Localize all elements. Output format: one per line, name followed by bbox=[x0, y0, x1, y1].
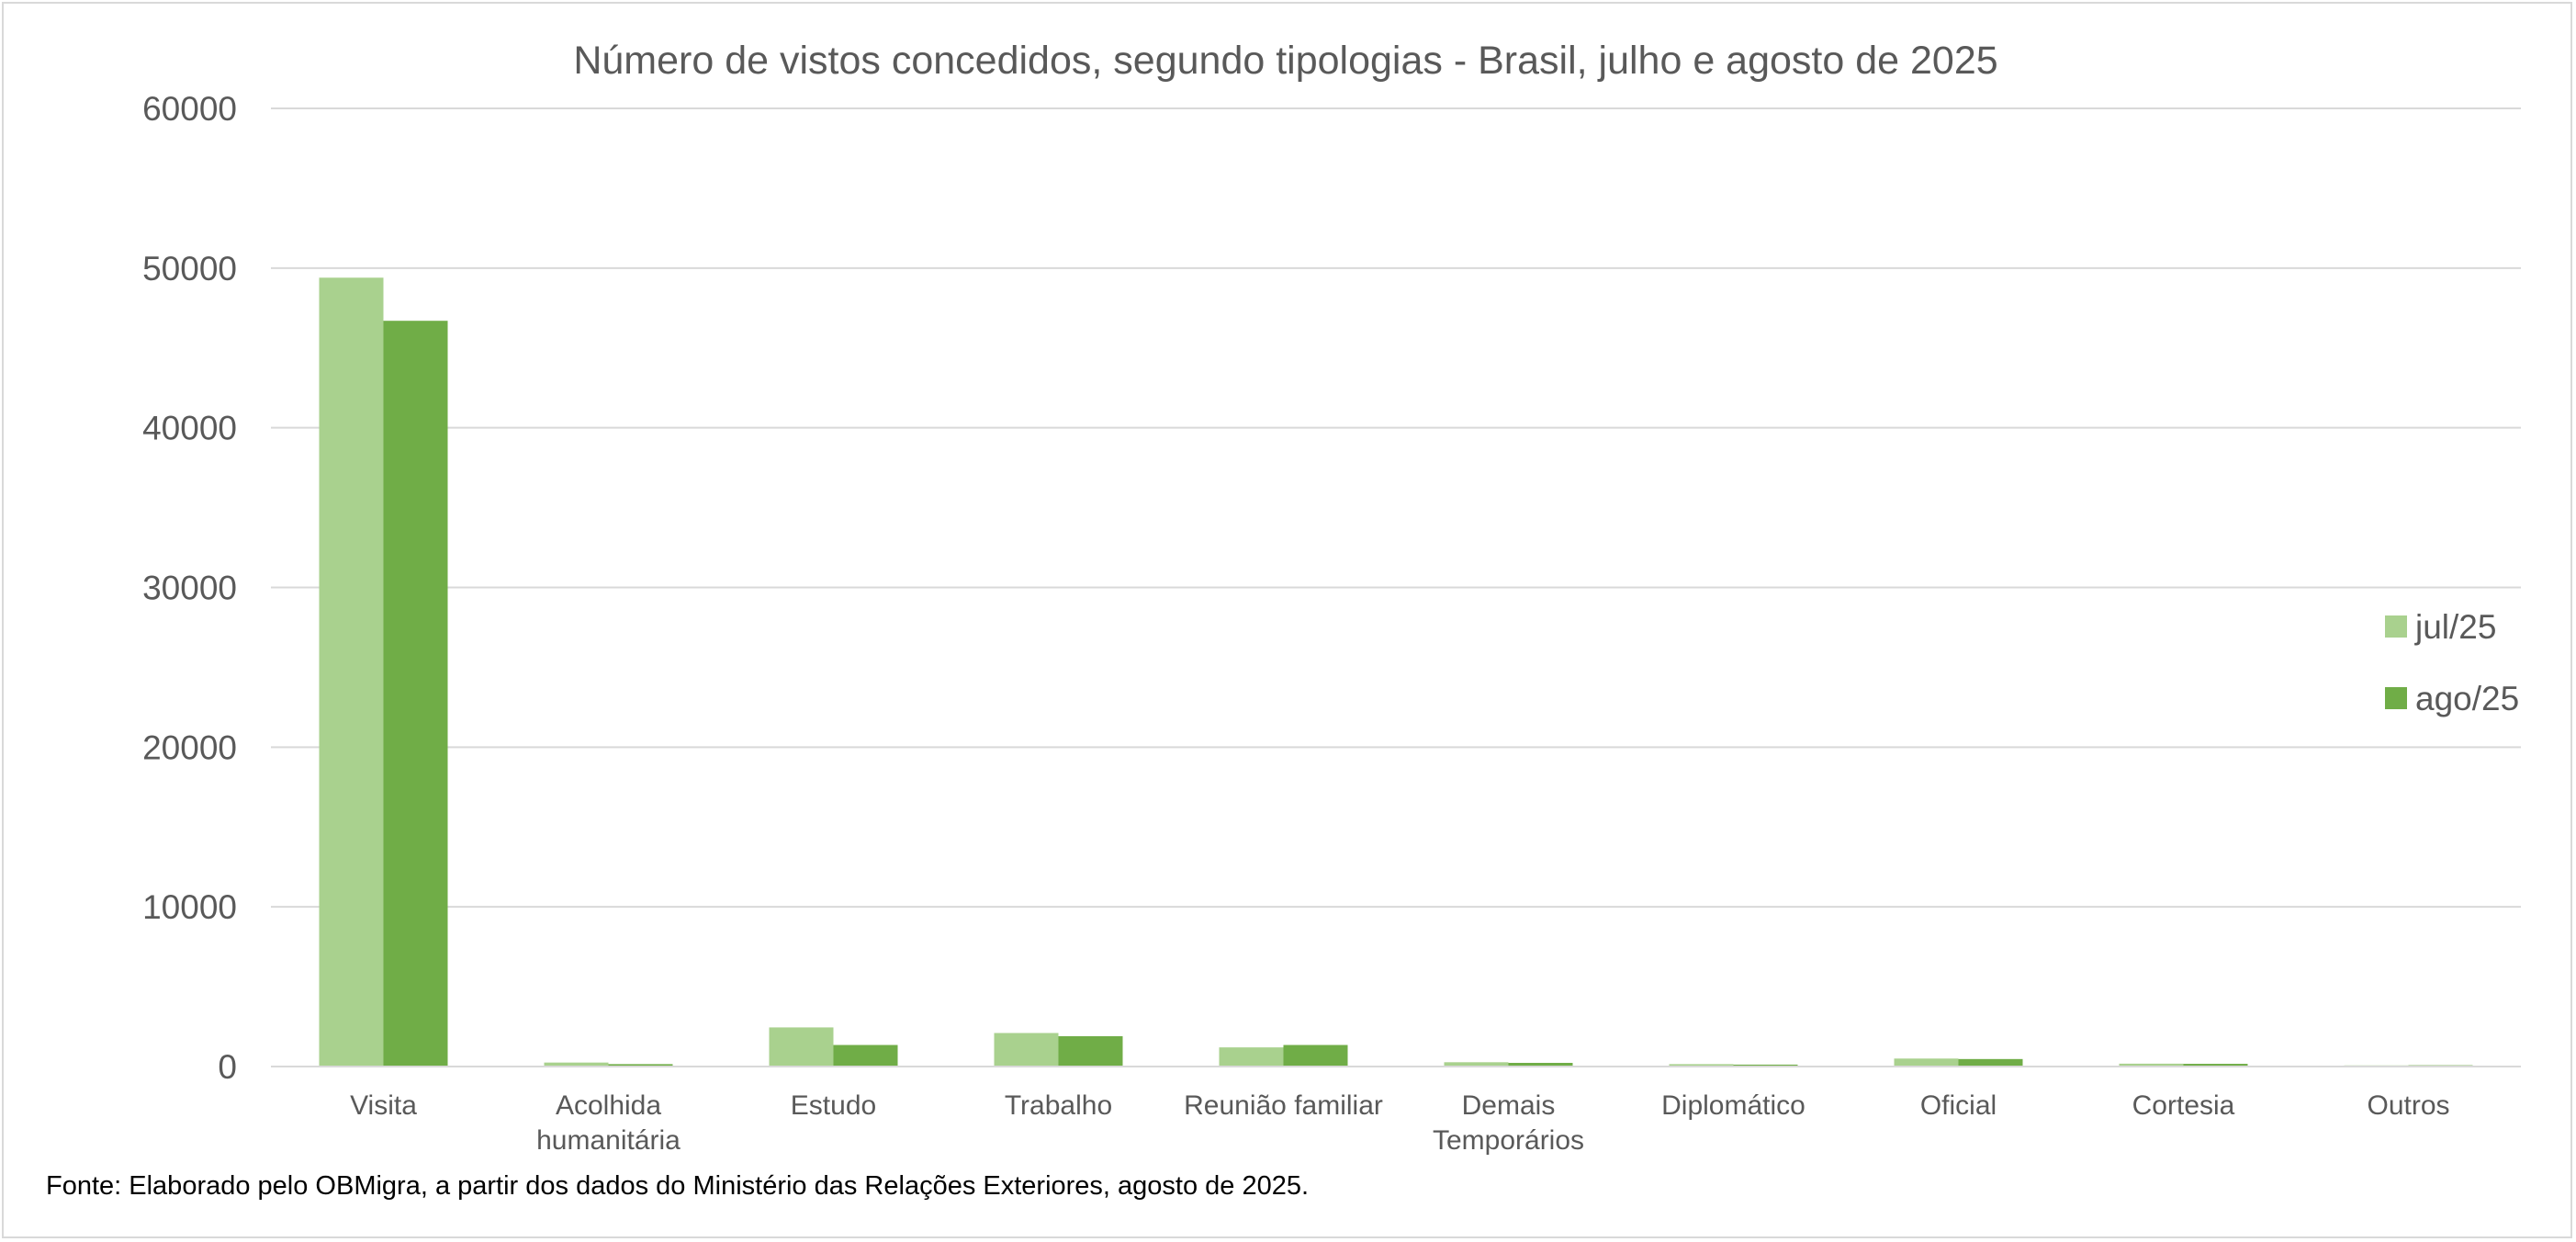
x-tick-label: Visita bbox=[350, 1090, 417, 1121]
bar-ago-25 bbox=[1958, 1058, 2023, 1067]
bar-jul-25 bbox=[1219, 1047, 1284, 1067]
chart-title: Número de vistos concedidos, segundo tip… bbox=[573, 39, 1997, 83]
bar-jul-25 bbox=[769, 1027, 834, 1067]
x-tick-label: Reunião familiar bbox=[1184, 1090, 1383, 1121]
x-tick-label: Demais bbox=[1462, 1090, 1556, 1121]
legend-swatch bbox=[2385, 615, 2407, 638]
bar-jul-25 bbox=[1669, 1064, 1734, 1067]
x-tick-label: Estudo bbox=[791, 1090, 876, 1121]
y-tick-label: 50000 bbox=[142, 250, 237, 288]
y-tick-label: 60000 bbox=[142, 90, 237, 128]
x-tick-label: Diplomático bbox=[1661, 1090, 1805, 1121]
y-tick-label: 40000 bbox=[142, 410, 237, 447]
x-tick-label: Cortesia bbox=[2132, 1090, 2235, 1121]
bar-ago-25 bbox=[1283, 1044, 1348, 1067]
gridlines bbox=[271, 107, 2521, 1067]
x-tick-label: Acolhida bbox=[556, 1090, 661, 1121]
y-tick-label: 0 bbox=[218, 1048, 237, 1086]
bar-ago-25 bbox=[1508, 1063, 1573, 1067]
bar-ago-25 bbox=[608, 1064, 673, 1067]
x-tick-label: Outros bbox=[2367, 1090, 2449, 1121]
x-tick-label: Oficial bbox=[1920, 1090, 1997, 1121]
bar-ago-25 bbox=[2183, 1064, 2248, 1067]
legend-label: ago/25 bbox=[2415, 680, 2519, 717]
x-tick-label: Temporários bbox=[1433, 1125, 1584, 1156]
x-axis-labels: Visita Acolhida humanitária Estudo Trabalho R… bbox=[350, 1090, 2449, 1156]
y-axis-ticks: 0 10000 20000 30000 40000 50000 60000 bbox=[142, 90, 237, 1086]
bar-jul-25 bbox=[1894, 1058, 1959, 1067]
legend-label: jul/25 bbox=[2414, 608, 2496, 646]
x-tick-label: Trabalho bbox=[1005, 1090, 1112, 1121]
bar-jul-25 bbox=[994, 1033, 1059, 1067]
legend-swatch bbox=[2385, 687, 2407, 709]
bar-ago-25 bbox=[1733, 1064, 1798, 1067]
bar-jul-25 bbox=[2119, 1063, 2184, 1067]
bars bbox=[271, 277, 2521, 1067]
bar-jul-25 bbox=[1444, 1062, 1509, 1067]
y-tick-label: 20000 bbox=[142, 728, 237, 766]
bar-ago-25 bbox=[833, 1044, 898, 1067]
source-note: Fonte: Elaborado pelo OBMigra, a partir … bbox=[46, 1171, 1310, 1201]
bar-ago-25 bbox=[1058, 1035, 1123, 1067]
y-tick-label: 30000 bbox=[142, 570, 237, 607]
legend: jul/25 ago/25 bbox=[2385, 608, 2519, 717]
bar-jul-25 bbox=[319, 277, 384, 1067]
y-tick-label: 10000 bbox=[142, 888, 237, 926]
bar-jul-25 bbox=[544, 1062, 609, 1067]
x-tick-label: humanitária bbox=[536, 1125, 681, 1156]
bar-ago-25 bbox=[383, 321, 448, 1067]
